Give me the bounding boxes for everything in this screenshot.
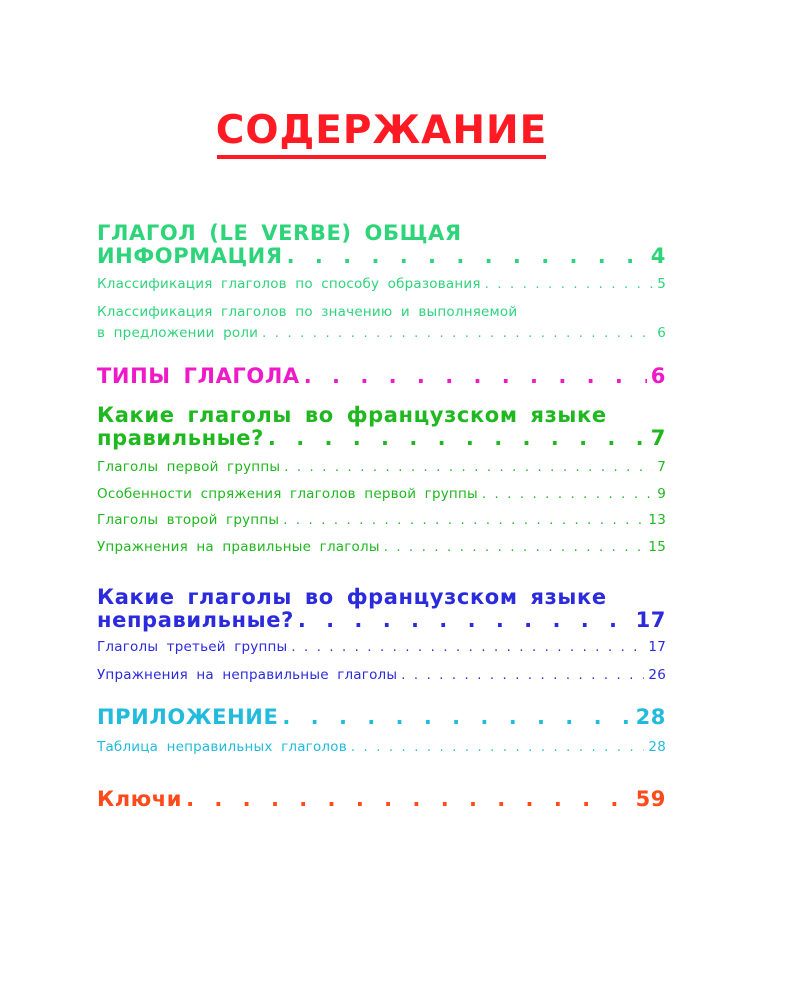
dot-leader <box>482 484 653 505</box>
dot-leader <box>485 274 654 295</box>
toc-subentry[interactable]: Упражнения на неправильные глаголы 26 <box>97 665 666 686</box>
entry-title: правильные? <box>97 426 264 450</box>
toc-subentry[interactable]: Глаголы второй группы 13 <box>97 510 666 531</box>
entry-title: Особенности спряжения глаголов первой гр… <box>97 486 478 502</box>
page-number: 9 <box>657 486 666 502</box>
page-number: 13 <box>648 512 666 528</box>
entry-title: в предложении роли <box>97 325 259 341</box>
entry-title: ИНФОРМАЦИЯ <box>97 244 283 268</box>
toc-subentry[interactable]: Глаголы третьей группы 17 <box>97 637 666 658</box>
entry-title-line1: ГЛАГОЛ (LE VERBE) ОБЩАЯ <box>97 221 462 245</box>
page-number: 6 <box>657 325 666 341</box>
dot-leader <box>262 323 653 344</box>
dot-leader <box>401 665 644 686</box>
entry-title: Глаголы второй группы <box>97 512 280 528</box>
entry-title: Упражнения на правильные глаголы <box>97 539 380 555</box>
entry-title: Упражнения на неправильные глаголы <box>97 667 398 683</box>
page-number: 17 <box>648 639 666 655</box>
toc-subentry[interactable]: Таблица неправильных глаголов 28 <box>97 737 666 758</box>
page-number: 4 <box>650 244 666 268</box>
toc-entry-verb-general[interactable]: ГЛАГОЛ (LE VERBE) ОБЩАЯ ИНФОРМАЦИЯ 4 <box>97 222 666 268</box>
page-number: 6 <box>650 364 666 388</box>
page-number: 26 <box>648 667 666 683</box>
toc-subentry[interactable]: Классификация глаголов по способу образо… <box>97 274 666 295</box>
dot-leader <box>291 637 644 658</box>
dot-leader <box>304 365 647 388</box>
entry-title-line1: Какие глаголы во французском языке <box>97 403 607 427</box>
page-number: 7 <box>650 426 666 450</box>
page-number: 28 <box>635 705 666 729</box>
toc-subentry[interactable]: Особенности спряжения глаголов первой гр… <box>97 484 666 505</box>
dot-leader <box>268 427 647 450</box>
toc-entry-irregular-verbs[interactable]: Какие глаголы во французском языке непра… <box>97 586 666 632</box>
entry-title: неправильные? <box>97 608 294 632</box>
entry-title-line1: Какие глаголы во французском языке <box>97 585 607 609</box>
page-number: 17 <box>635 608 666 632</box>
entry-title: Ключи <box>97 787 183 811</box>
entry-title: ПРИЛОЖЕНИЕ <box>97 705 279 729</box>
dot-leader <box>384 537 645 558</box>
page-number: 7 <box>657 459 666 475</box>
entry-title: Классификация глаголов по способу образо… <box>97 276 481 292</box>
dot-leader <box>284 457 653 478</box>
page-number: 5 <box>657 276 666 292</box>
toc-entry-keys[interactable]: Ключи 59 <box>97 788 666 811</box>
entry-title: ТИПЫ ГЛАГОЛА <box>97 364 300 388</box>
dot-leader <box>298 609 632 632</box>
page-number: 59 <box>635 787 666 811</box>
dot-leader <box>186 788 631 811</box>
toc-subentry[interactable]: Классификация глаголов по значению и вып… <box>97 302 666 344</box>
toc-entry-regular-verbs[interactable]: Какие глаголы во французском языке прави… <box>97 404 666 450</box>
toc-subentry[interactable]: Глаголы первой группы 7 <box>97 457 666 478</box>
page-number: 28 <box>648 739 666 755</box>
page-title: СОДЕРЖАНИЕ <box>215 108 548 153</box>
dot-leader <box>283 510 644 531</box>
entry-title-line1: Классификация глаголов по значению и вып… <box>97 304 518 320</box>
toc-subentry[interactable]: Упражнения на правильные глаголы 15 <box>97 537 666 558</box>
dot-leader <box>287 245 647 268</box>
title-underline <box>217 155 546 159</box>
entry-title: Глаголы третьей группы <box>97 639 288 655</box>
toc-entry-verb-types[interactable]: ТИПЫ ГЛАГОЛА 6 <box>97 365 666 388</box>
entry-title: Глаголы первой группы <box>97 459 281 475</box>
dot-leader <box>351 737 645 758</box>
toc-entry-appendix[interactable]: ПРИЛОЖЕНИЕ 28 <box>97 706 666 729</box>
dot-leader <box>282 706 631 729</box>
page-number: 15 <box>648 539 666 555</box>
entry-title: Таблица неправильных глаголов <box>97 739 347 755</box>
